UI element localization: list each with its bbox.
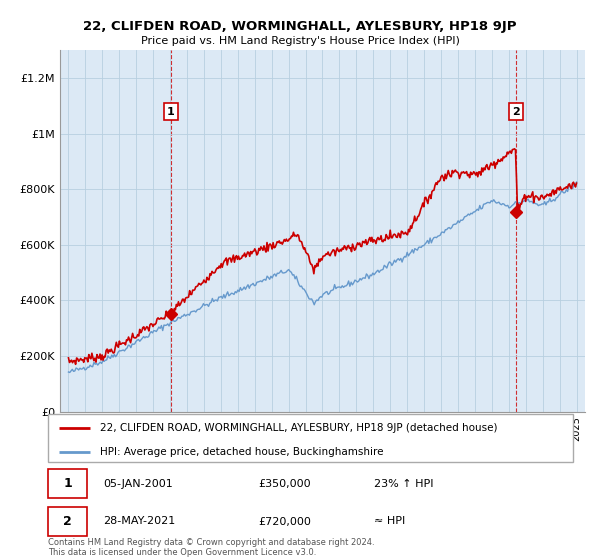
Text: 23% ↑ HPI: 23% ↑ HPI [373, 479, 433, 489]
Text: 22, CLIFDEN ROAD, WORMINGHALL, AYLESBURY, HP18 9JP (detached house): 22, CLIFDEN ROAD, WORMINGHALL, AYLESBURY… [101, 423, 498, 433]
Text: 05-JAN-2001: 05-JAN-2001 [103, 479, 173, 489]
Text: Contains HM Land Registry data © Crown copyright and database right 2024.
This d: Contains HM Land Registry data © Crown c… [48, 538, 374, 557]
Text: HPI: Average price, detached house, Buckinghamshire: HPI: Average price, detached house, Buck… [101, 446, 384, 456]
Text: 2: 2 [512, 106, 520, 116]
Text: £350,000: £350,000 [258, 479, 311, 489]
FancyBboxPatch shape [48, 507, 88, 536]
Text: £720,000: £720,000 [258, 516, 311, 526]
Text: 1: 1 [167, 106, 175, 116]
Text: ≈ HPI: ≈ HPI [373, 516, 405, 526]
Text: Price paid vs. HM Land Registry's House Price Index (HPI): Price paid vs. HM Land Registry's House … [140, 36, 460, 46]
Text: 1: 1 [64, 477, 72, 490]
Text: 2: 2 [64, 515, 72, 528]
Text: 22, CLIFDEN ROAD, WORMINGHALL, AYLESBURY, HP18 9JP: 22, CLIFDEN ROAD, WORMINGHALL, AYLESBURY… [83, 20, 517, 32]
FancyBboxPatch shape [48, 469, 88, 498]
Text: 28-MAY-2021: 28-MAY-2021 [103, 516, 175, 526]
